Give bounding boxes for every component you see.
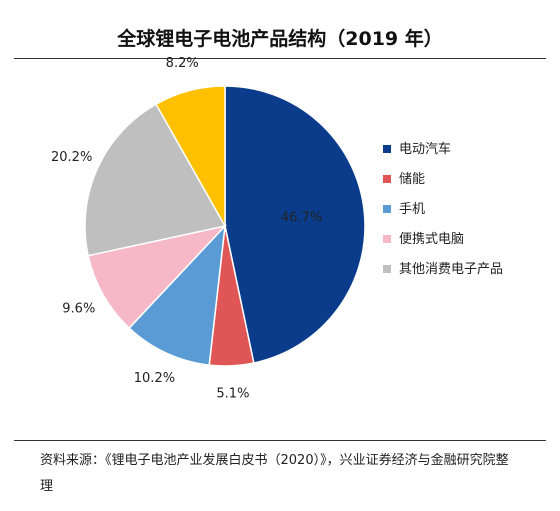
pie-slice	[84, 103, 227, 257]
title-rule	[14, 58, 546, 59]
legend-label: 储能	[399, 172, 426, 187]
source-rule	[14, 440, 546, 441]
data-label: 20.2%	[51, 150, 92, 165]
legend-item: 电动汽车	[383, 140, 518, 159]
legend-label: 其他消费电子产品	[399, 262, 504, 277]
legend-label: 手机	[399, 202, 426, 217]
legend-label: 电动汽车	[399, 142, 452, 157]
data-label: 46.7%	[281, 211, 322, 226]
source-note: 资料来源：《锂电子电池产业发展白皮书（2020）》，兴业证券经济与金融研究院整理	[40, 453, 509, 494]
legend-item: 其他消费电子产品	[383, 260, 518, 279]
legend-item: 手机	[383, 200, 518, 219]
legend-swatch	[383, 235, 391, 243]
data-label: 5.1%	[216, 386, 249, 401]
chart-title: 全球锂电子电池产品结构（2019 年）	[117, 28, 443, 50]
data-label: 9.6%	[62, 301, 95, 316]
pie-slice	[224, 85, 366, 364]
pie-slice	[87, 224, 228, 330]
legend-label: 便携式电脑	[399, 232, 465, 247]
legend-swatch	[383, 145, 391, 153]
pie-slice	[128, 223, 227, 366]
legend-item: 便携式电脑	[383, 230, 518, 249]
legend-swatch	[383, 175, 391, 183]
data-label: 8.2%	[166, 56, 199, 71]
pie-slice	[154, 85, 226, 229]
legend-item: 储能	[383, 170, 518, 189]
data-label: 10.2%	[134, 371, 175, 386]
legend-swatch	[383, 265, 391, 273]
legend: 电动汽车储能手机便携式电脑其他消费电子产品	[383, 140, 518, 290]
legend-swatch	[383, 205, 391, 213]
